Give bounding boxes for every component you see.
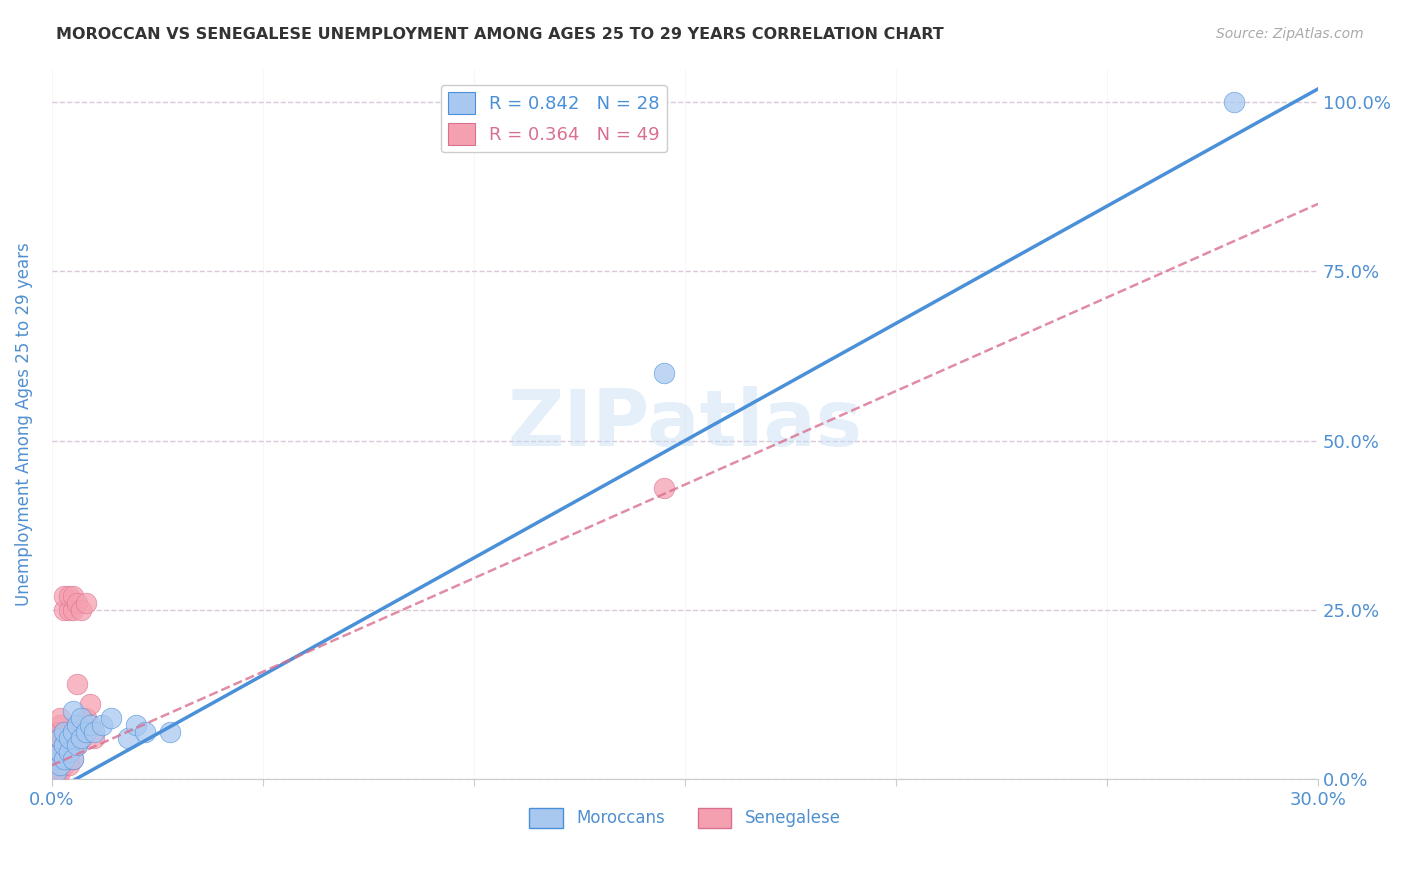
Point [46,751,69,765]
Point [53,603,76,617]
Point [45,731,67,746]
Point [66,596,89,610]
Point [62,751,84,765]
Point [45,762,67,776]
Point [49,758,72,772]
Point [100,711,122,725]
Point [58,745,80,759]
Point [45,765,67,780]
Point [49,724,72,739]
Point [1222,95,1244,110]
Point [53,758,76,772]
Point [75,596,97,610]
Point [159,724,181,739]
Point [66,724,89,739]
Point [58,589,80,603]
Point [42,768,65,782]
Point [79,698,101,712]
Point [53,738,76,752]
Point [53,751,76,765]
Point [117,731,139,746]
Point [58,738,80,752]
Point [62,704,84,718]
Point [125,718,148,732]
Point [70,711,93,725]
Point [49,758,72,772]
Point [45,738,67,752]
Point [134,724,156,739]
Point [58,751,80,765]
Point [53,589,76,603]
Point [70,603,93,617]
Point [75,724,97,739]
Point [652,481,675,495]
Point [62,738,84,752]
Point [70,731,93,746]
Legend: Moroccans, Senegalese: Moroccans, Senegalese [523,801,848,835]
Point [49,745,72,759]
Point [42,765,65,780]
Point [58,731,80,746]
Point [652,366,675,380]
Point [58,724,80,739]
Point [45,724,67,739]
Point [70,731,93,746]
Point [66,738,89,752]
Point [62,603,84,617]
Point [66,677,89,691]
Text: MOROCCAN VS SENEGALESE UNEMPLOYMENT AMONG AGES 25 TO 29 YEARS CORRELATION CHART: MOROCCAN VS SENEGALESE UNEMPLOYMENT AMON… [56,27,943,42]
Point [49,731,72,746]
Point [49,738,72,752]
Point [66,738,89,752]
Point [53,738,76,752]
Point [49,745,72,759]
Point [53,751,76,765]
Point [45,765,67,780]
Point [58,603,80,617]
Point [62,724,84,739]
Point [45,745,67,759]
Point [66,718,89,732]
Point [62,751,84,765]
Point [46,765,69,780]
Point [83,724,105,739]
Point [49,751,72,765]
Point [49,718,72,732]
Point [79,718,101,732]
Point [49,731,72,746]
Point [75,711,97,725]
Text: Source: ZipAtlas.com: Source: ZipAtlas.com [1216,27,1364,41]
Point [45,768,67,782]
Point [45,758,67,772]
Text: ZIPatlas: ZIPatlas [508,385,862,462]
Point [45,755,67,769]
Point [45,751,67,765]
Y-axis label: Unemployment Among Ages 25 to 29 years: Unemployment Among Ages 25 to 29 years [15,242,32,606]
Point [45,751,67,765]
Point [83,731,105,746]
Point [58,758,80,772]
Point [91,718,114,732]
Point [62,589,84,603]
Point [49,765,72,780]
Point [49,711,72,725]
Point [53,724,76,739]
